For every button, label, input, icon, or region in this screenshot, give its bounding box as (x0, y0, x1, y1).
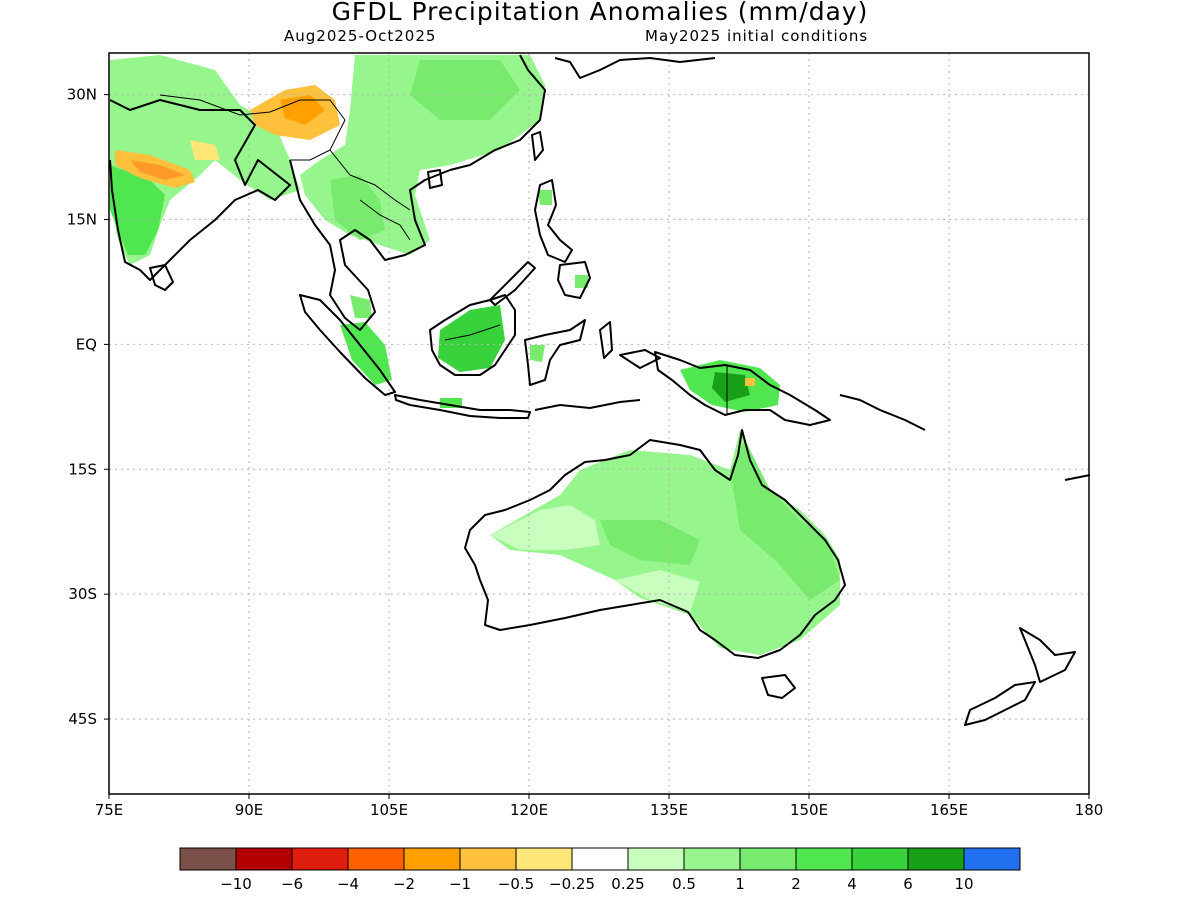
lat-tick-label: 15S (68, 460, 97, 478)
lon-tick-label: 105E (370, 801, 408, 819)
colorbar-swatch (739, 847, 797, 871)
colorbar-label: 6 (903, 875, 913, 893)
coast-pacific-islands (839, 394, 926, 431)
colorbar-label: 0.25 (611, 875, 644, 893)
coast-indochina (289, 159, 451, 331)
coast-new-zealand-north (1019, 627, 1076, 683)
lon-tick-label: 120E (510, 801, 548, 819)
anomaly-region-india-dry-core (130, 160, 185, 180)
coast-philippines-luzon (534, 179, 573, 263)
longitude-labels: 75E 90E 105E 120E 135E 150E 165E 180 (95, 794, 1104, 819)
country-borders (159, 94, 728, 415)
anomaly-region-sulawesi (530, 345, 545, 362)
border-borneo (444, 324, 501, 341)
coast-sulawesi (524, 319, 586, 386)
coast-northeast-islands (1064, 474, 1091, 481)
lon-tick-label: 150E (790, 801, 828, 819)
colorbar-swatch (235, 847, 293, 871)
coast-moluccas (599, 321, 661, 369)
anomaly-region-philippines (538, 190, 552, 205)
coast-australia (464, 429, 846, 659)
coast-philippines-mindanao (557, 261, 591, 299)
coast-sumatra (299, 294, 396, 396)
anomaly-region-mindanao (575, 275, 588, 288)
colorbar-swatch (347, 847, 405, 871)
border-indochina (329, 149, 411, 241)
forecast-period: Aug2025-Oct2025 (284, 27, 437, 45)
colorbar-label: 2 (791, 875, 801, 893)
coast-lesser-sunda (534, 399, 641, 411)
lat-tick-label: 30N (67, 86, 97, 104)
anomaly-region-plateau-dry (190, 140, 220, 160)
anomaly-region-indochina (330, 175, 385, 240)
anomaly-region-australia-southwest (615, 570, 700, 612)
lat-tick-label: 45S (68, 710, 97, 728)
coast-new-guinea (654, 351, 831, 426)
colorbar-label: 1 (735, 875, 745, 893)
lon-tick-label: 180 (1075, 801, 1104, 819)
anomaly-region-australia-light (490, 505, 600, 550)
lon-tick-label: 165E (930, 801, 968, 819)
latitude-labels: 30N 15N EQ 15S 30S 45S (67, 86, 109, 728)
anomaly-region-new-guinea-dry (745, 378, 755, 386)
colorbar-labels: −10 −6 −4 −2 −1 −0.5 −0.25 0.25 0.5 1 2 4 6 10 (220, 875, 973, 893)
colorbar-swatch (851, 847, 909, 871)
coastlines (109, 54, 1091, 726)
colorbar-label: −0.25 (549, 875, 595, 893)
colorbar-label: 0.5 (672, 875, 696, 893)
border-china-himalaya (159, 94, 346, 161)
anomaly-region-australia-central (600, 520, 700, 565)
colorbar-swatch (291, 847, 349, 871)
colorbar-swatch (515, 847, 573, 871)
colorbar-swatch (571, 847, 629, 871)
coast-palawan (489, 261, 536, 306)
anomaly-region-australia-east (730, 440, 840, 600)
colorbar-swatch (907, 847, 965, 871)
coast-korea-japan (554, 57, 716, 79)
anomaly-region-new-guinea-core (712, 372, 750, 402)
lon-tick-label: 90E (235, 801, 264, 819)
coast-sri-lanka (149, 264, 174, 291)
colorbar-label: −6 (281, 875, 303, 893)
coast-hainan (427, 169, 443, 189)
colorbar-swatch (459, 847, 517, 871)
map-frame (108, 52, 1090, 795)
coast-china (449, 54, 546, 171)
colorbar-label: 10 (954, 875, 973, 893)
anomaly-region-china-strong (410, 60, 520, 120)
anomaly-region-borneo (438, 305, 505, 372)
colorbar-label: −1 (449, 875, 471, 893)
colorbar-swatch (963, 847, 1021, 871)
lon-tick-label: 135E (650, 801, 688, 819)
anomaly-region-himalaya-dry-core (280, 95, 325, 125)
colorbar-label: −4 (337, 875, 359, 893)
lat-tick-label: EQ (76, 335, 97, 353)
colorbar-label: −2 (393, 875, 415, 893)
lat-tick-label: 15N (67, 211, 97, 229)
colorbar-swatch (179, 847, 237, 871)
coast-new-zealand-south (964, 681, 1036, 726)
colorbar-swatch (627, 847, 685, 871)
colorbar-label: −0.5 (498, 875, 534, 893)
grid-lines (109, 53, 1089, 794)
lat-tick-label: 30S (68, 585, 97, 603)
initial-conditions: May2025 initial conditions (645, 27, 869, 45)
colorbar-swatch (795, 847, 853, 871)
anomaly-region-malay (350, 295, 372, 318)
coast-borneo (429, 294, 516, 376)
colorbar (179, 847, 1021, 871)
colorbar-label: 4 (847, 875, 857, 893)
coast-java (394, 394, 531, 419)
anomaly-region-india-strong (110, 165, 165, 255)
colorbar-swatch (403, 847, 461, 871)
lon-tick-label: 75E (95, 801, 124, 819)
coast-tasmania (761, 674, 796, 699)
map-title: GFDL Precipitation Anomalies (mm/day) (331, 0, 869, 26)
colorbar-swatch (683, 847, 741, 871)
colorbar-label: −10 (220, 875, 252, 893)
coast-taiwan (531, 131, 544, 161)
